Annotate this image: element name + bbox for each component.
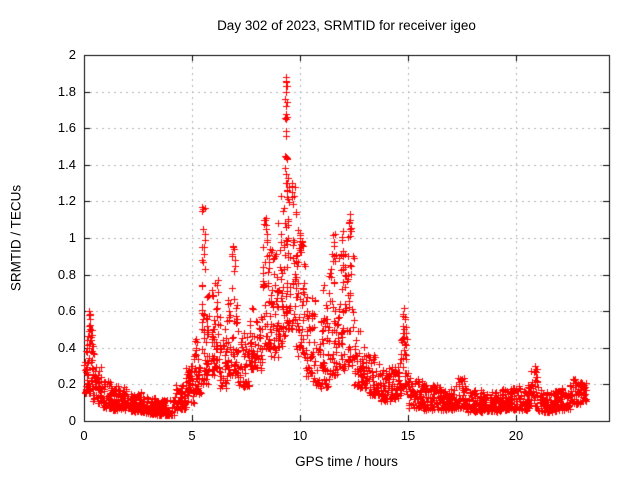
y-tick-label: 0.6 xyxy=(57,303,76,318)
y-tick-label: 1.6 xyxy=(57,120,76,135)
chart-title: Day 302 of 2023, SRMTID for receiver ige… xyxy=(217,18,476,33)
y-tick-label: 0.8 xyxy=(57,267,76,282)
y-tick-label: 0 xyxy=(68,413,76,428)
x-tick-label: 15 xyxy=(400,428,416,443)
x-tick-label: 0 xyxy=(80,428,88,443)
y-tick-label: 1.8 xyxy=(57,84,76,99)
y-tick-label: 0.4 xyxy=(57,340,76,355)
x-tick-label: 10 xyxy=(292,428,308,443)
y-tick-label: 1.2 xyxy=(57,193,76,208)
x-tick-label: 5 xyxy=(188,428,196,443)
y-tick-label: 0.2 xyxy=(57,376,76,391)
x-axis-label: GPS time / hours xyxy=(295,454,398,469)
y-tick-label: 1.4 xyxy=(57,157,76,172)
y-tick-label: 2 xyxy=(68,47,76,62)
x-tick-label: 20 xyxy=(508,428,524,443)
y-tick-label: 1 xyxy=(68,230,76,245)
